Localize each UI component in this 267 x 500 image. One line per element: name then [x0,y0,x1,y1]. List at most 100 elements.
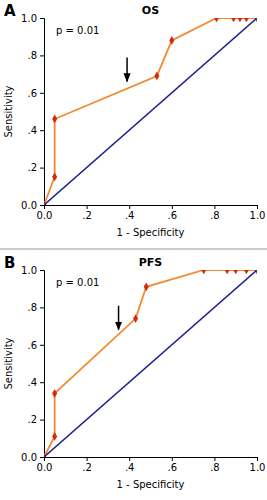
y-tick: .4 [27,125,44,136]
y-tick: .2 [27,162,44,173]
x-tick-label: 1.0 [250,462,266,473]
x-tick: 0.0 [37,457,53,473]
y-axis-title: Sensitivity [3,337,14,389]
y-tick: .8 [27,50,44,61]
series-marker [154,72,159,81]
series-line [44,270,257,457]
chart-title: OS [142,4,159,17]
y-tick-label: .8 [27,302,37,313]
x-axis-title: 1 - Specificity [117,479,185,490]
cutoff-arrow [118,306,120,330]
panel-label: B [4,254,15,272]
cutoff-arrow [126,57,128,81]
x-tick-label: .2 [82,462,92,473]
x-tick: .6 [168,205,178,221]
y-axis: 0.0 .2 .4 .6 .8 1.0 [21,265,44,463]
series-marker [52,432,57,441]
series-marker [144,282,149,291]
y-tick-label: 0.0 [21,452,37,463]
series-marker [133,314,138,323]
x-tick: .6 [168,457,178,473]
y-tick-mark [40,270,44,271]
y-tick: .8 [27,302,44,313]
series-marker [52,115,57,124]
x-tick-label: .8 [210,210,220,221]
x-tick: .4 [125,457,135,473]
x-tick-mark [257,457,258,461]
y-tick-mark [40,205,44,206]
y-tick-label: .4 [27,377,37,388]
x-tick: .8 [210,205,220,221]
y-tick: .2 [27,414,44,425]
y-tick: .6 [27,340,44,351]
y-tick-label: 1.0 [21,265,37,276]
x-tick-label: .6 [168,210,178,221]
x-tick-mark [214,457,215,461]
plot-area [44,270,257,457]
figure: 0.0 .2 .4 .6 .8 1.0 0.0 .2 .4 .6 .8 1.0 A OS p = 0.01 1… [0,0,267,500]
series-marker [231,18,236,22]
series-marker [244,18,249,22]
y-axis: 0.0 .2 .4 .6 .8 1.0 [21,13,44,211]
x-tick: .4 [125,205,135,221]
y-tick-mark [40,130,44,131]
chart-title: PFS [139,256,163,269]
series-marker [225,270,230,274]
x-tick-label: .4 [125,210,135,221]
x-tick: 0.0 [37,205,53,221]
y-tick-label: .4 [27,125,37,136]
y-tick-mark [40,307,44,308]
x-tick-label: .6 [168,462,178,473]
x-tick-label: .4 [125,462,135,473]
y-tick-label: 0.0 [21,200,37,211]
x-tick-label: .8 [210,462,220,473]
y-tick: 1.0 [21,13,44,24]
y-tick-label: .8 [27,50,37,61]
series-line [44,18,257,205]
y-tick-label: .6 [27,88,37,99]
y-tick-mark [40,382,44,383]
x-tick-label: .2 [82,210,92,221]
x-tick: 1.0 [250,205,266,221]
x-tick-mark [129,205,130,209]
y-tick-label: .2 [27,162,37,173]
series-marker [244,270,249,274]
separator [0,248,267,250]
x-axis: 0.0 .2 .4 .6 .8 1.0 [37,457,266,473]
panel: 0.0 .2 .4 .6 .8 1.0 0.0 .2 .4 .6 .8 1.0 B PFS p = 0.01… [0,249,267,490]
x-tick: .8 [210,457,220,473]
x-tick: 1.0 [250,457,266,473]
x-tick-label: 0.0 [37,210,53,221]
x-tick-mark [129,457,130,461]
annotation: p = 0.01 [56,277,99,288]
x-axis-line [45,206,258,210]
x-tick-label: 0.0 [37,462,53,473]
y-tick-mark [40,93,44,94]
x-tick-mark [214,205,215,209]
y-tick-mark [40,457,44,458]
series-marker [52,173,57,182]
series-line [44,18,257,205]
panel-label: A [4,2,16,20]
x-axis: 0.0 .2 .4 .6 .8 1.0 [37,205,266,221]
y-tick: 0.0 [21,452,44,463]
y-axis-line [40,19,45,206]
y-tick: .4 [27,377,44,388]
y-tick-mark [40,345,44,346]
y-tick-mark [40,168,44,169]
y-tick-label: .6 [27,340,37,351]
x-tick-mark [257,205,258,209]
series-marker [169,36,174,45]
x-tick-mark [87,205,88,209]
x-tick-label: 1.0 [250,210,266,221]
series-marker [233,270,238,274]
x-axis-title: 1 - Specificity [117,227,185,238]
y-tick: 1.0 [21,265,44,276]
annotation: p = 0.01 [56,25,99,36]
y-tick-mark [40,55,44,56]
series-line [44,270,257,457]
panel: 0.0 .2 .4 .6 .8 1.0 0.0 .2 .4 .6 .8 1.0 A OS p = 0.01 1… [3,2,265,238]
y-tick-label: 1.0 [21,13,37,24]
x-axis-line [45,458,258,462]
y-tick-label: .2 [27,414,37,425]
